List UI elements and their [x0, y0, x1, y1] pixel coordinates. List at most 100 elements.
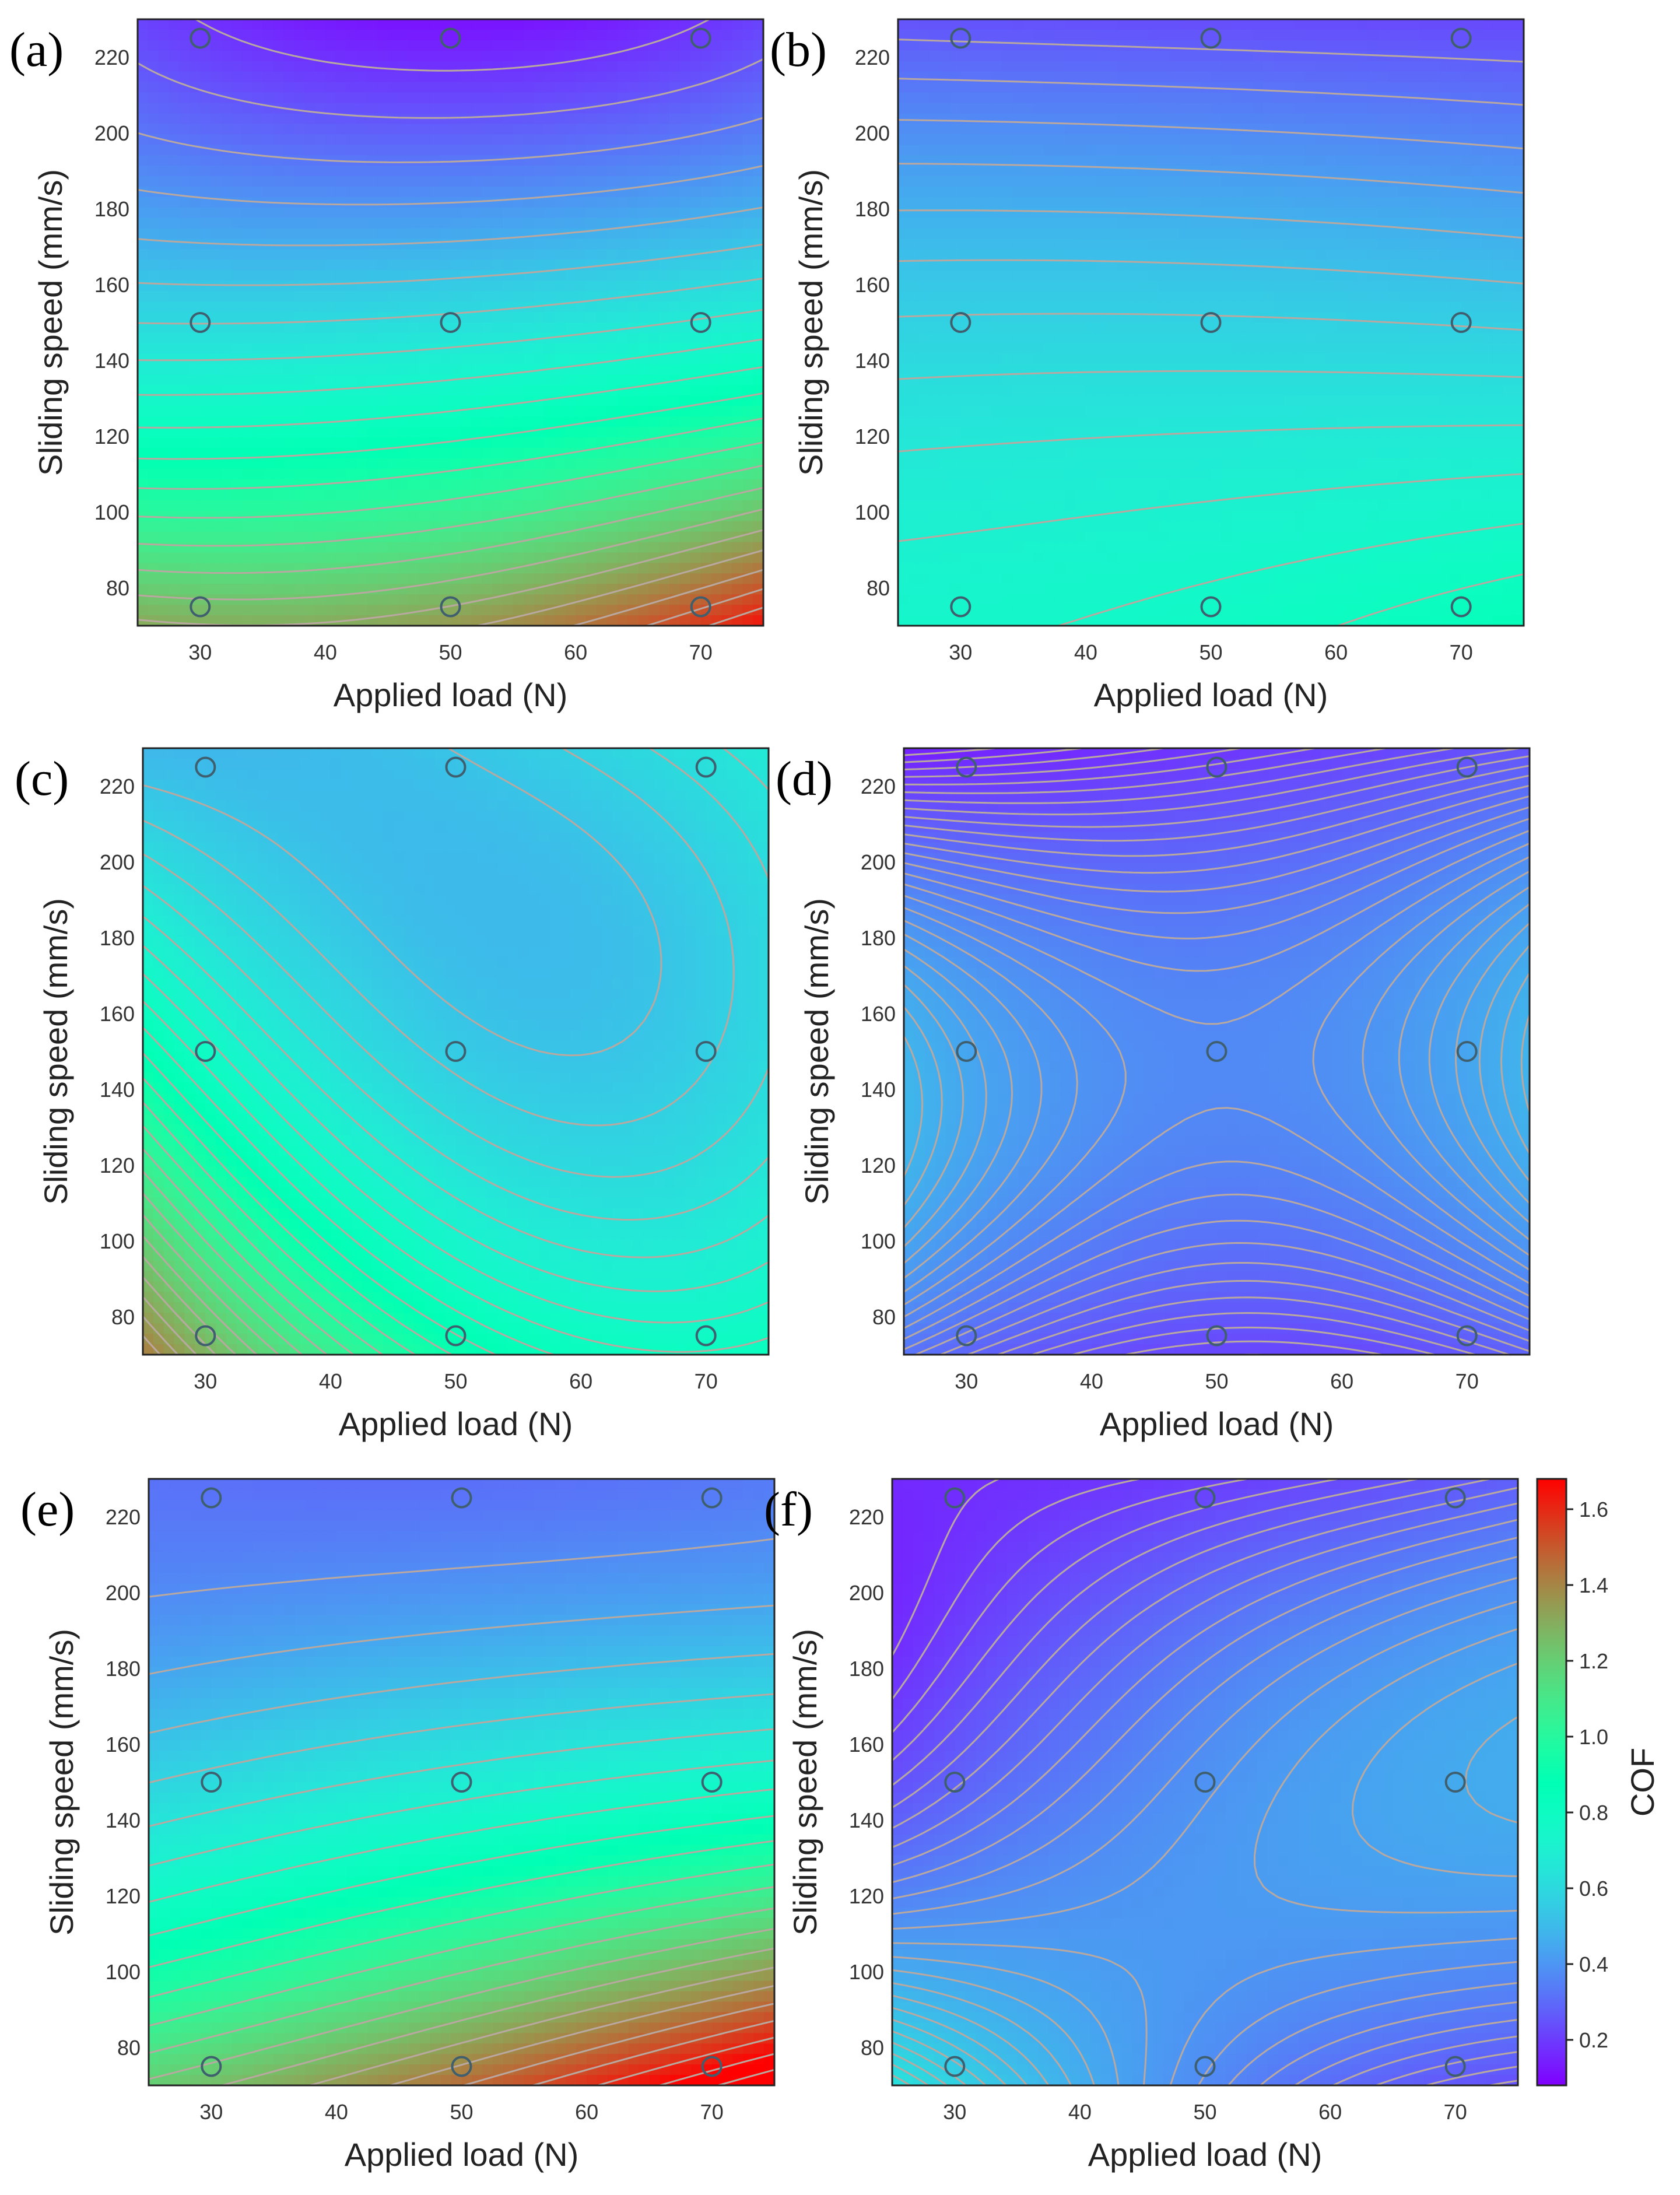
y-tick-label: 180: [855, 197, 890, 221]
x-tick-label: 60: [1318, 2100, 1342, 2124]
x-tick-label: 40: [1080, 1369, 1103, 1393]
contour-line: [143, 1170, 328, 1355]
panel-b: 30 40 50 60 70 80 100 120 140 160 180 200 220 Applied…: [770, 18, 1525, 713]
contour-line: [892, 1479, 999, 1656]
contour-line: [149, 1538, 774, 1598]
design-point: [944, 1487, 966, 1509]
contour-line: [149, 1815, 774, 1937]
contour-line: [892, 1502, 1518, 2085]
panel-a: 30 40 50 60 70 80 100 120 140 160 180 200 220 Applied…: [9, 18, 764, 713]
contour-line: [892, 1716, 1518, 2085]
y-tick-label: 80: [861, 2036, 884, 2060]
contour-line: [143, 1316, 179, 1355]
contour-line: [138, 486, 763, 574]
contour-lines: [138, 19, 763, 626]
design-point: [440, 596, 461, 618]
y-axis-label: Sliding speed (mm/s): [798, 898, 835, 1205]
contour-line: [149, 1604, 774, 1675]
design-point: [1444, 1772, 1466, 1793]
y-tick-label: 80: [111, 1305, 135, 1329]
contour-line: [143, 1125, 384, 1355]
contour-line: [904, 748, 1316, 786]
x-tick-label: 50: [439, 640, 462, 664]
x-tick-label: 40: [1068, 2100, 1092, 2124]
contour-line: [1337, 573, 1524, 626]
y-axis-label: Sliding speed (mm/s): [37, 898, 74, 1205]
contour-line: [892, 1486, 1518, 2085]
y-tick-label: 120: [861, 1153, 896, 1177]
contour-line: [464, 2003, 774, 2085]
design-point: [1194, 2056, 1216, 2077]
x-tick-label: 30: [943, 2100, 966, 2124]
contour-line: [892, 2030, 987, 2085]
panel-label: (b): [770, 23, 827, 77]
panels-layer: 30 40 50 60 70 80 100 120 140 160 180 200 220 Applied…: [9, 18, 1531, 2173]
colorbar-tick-label: 0.2: [1579, 2028, 1608, 2052]
design-point: [201, 1772, 222, 1793]
contour-line: [904, 830, 1530, 1330]
design-point: [1206, 1041, 1227, 1062]
y-tick-label: 100: [855, 500, 890, 524]
x-tick-label: 60: [1324, 640, 1348, 664]
contour-line: [904, 886, 1530, 1279]
contour-line: [898, 370, 1524, 380]
panel-f: 30 40 50 60 70 80 100 120 140 160 180 200 220 Applied…: [764, 1478, 1519, 2173]
contour-line: [904, 973, 1530, 1206]
contour-line: [143, 748, 735, 1127]
contour-line: [390, 1984, 774, 2085]
y-tick-label: 180: [106, 1657, 141, 1681]
contour-line: [1058, 523, 1524, 626]
x-tick-label: 30: [949, 640, 972, 664]
contour-line: [898, 163, 1524, 194]
panel-c: 30 40 50 60 70 80 100 120 140 160 180 200 220 Applied…: [15, 747, 770, 1442]
x-axis-label: Applied load (N): [339, 1405, 573, 1442]
design-points: [944, 1487, 1466, 2077]
contour-fill: [149, 1479, 774, 2085]
x-axis-label: Applied load (N): [1088, 2136, 1323, 2173]
y-tick-label: 200: [861, 850, 896, 874]
design-point: [695, 1325, 717, 1347]
design-point: [445, 1041, 467, 1062]
design-point: [1200, 27, 1222, 49]
design-point: [190, 27, 211, 49]
y-tick-label: 160: [94, 273, 129, 297]
design-point: [1456, 1041, 1478, 1062]
colorbar-tick-label: 1.4: [1579, 1573, 1608, 1597]
design-point: [1444, 1487, 1466, 1509]
design-point: [1450, 596, 1472, 618]
y-tick-label: 100: [106, 1960, 141, 1984]
y-tick-label: 140: [100, 1078, 135, 1102]
contour-line: [138, 243, 763, 286]
y-axis-label: Sliding speed (mm/s): [43, 1629, 80, 1935]
design-point: [451, 2056, 472, 2077]
design-point: [195, 1041, 216, 1062]
contour-line: [904, 1014, 1530, 1177]
contour-line: [904, 748, 1455, 1355]
y-tick-label: 180: [94, 197, 129, 221]
contour-line: [143, 748, 769, 1178]
design-point: [1200, 596, 1222, 618]
x-tick-label: 50: [1205, 1369, 1228, 1393]
y-tick-label: 80: [117, 2036, 141, 2060]
design-point: [950, 596, 971, 618]
y-tick-label: 140: [855, 349, 890, 373]
contour-line: [143, 748, 769, 1221]
colorbar-tick-label: 1.6: [1579, 1498, 1608, 1521]
y-tick-label: 120: [849, 1884, 884, 1908]
design-point: [1206, 756, 1227, 778]
contour-line: [143, 1235, 258, 1355]
design-point: [950, 312, 971, 333]
plot-frame: [148, 1478, 776, 2087]
y-tick-label: 200: [106, 1581, 141, 1605]
contour-line: [138, 417, 763, 490]
design-points: [195, 756, 717, 1347]
plot-frame: [897, 18, 1525, 627]
contour-line: [138, 392, 763, 460]
contour-fill: [904, 748, 1530, 1355]
design-point: [701, 1772, 722, 1793]
design-point: [690, 312, 711, 333]
x-tick-label: 40: [325, 2100, 348, 2124]
design-points: [201, 1487, 722, 2077]
x-tick-label: 50: [1199, 640, 1222, 664]
